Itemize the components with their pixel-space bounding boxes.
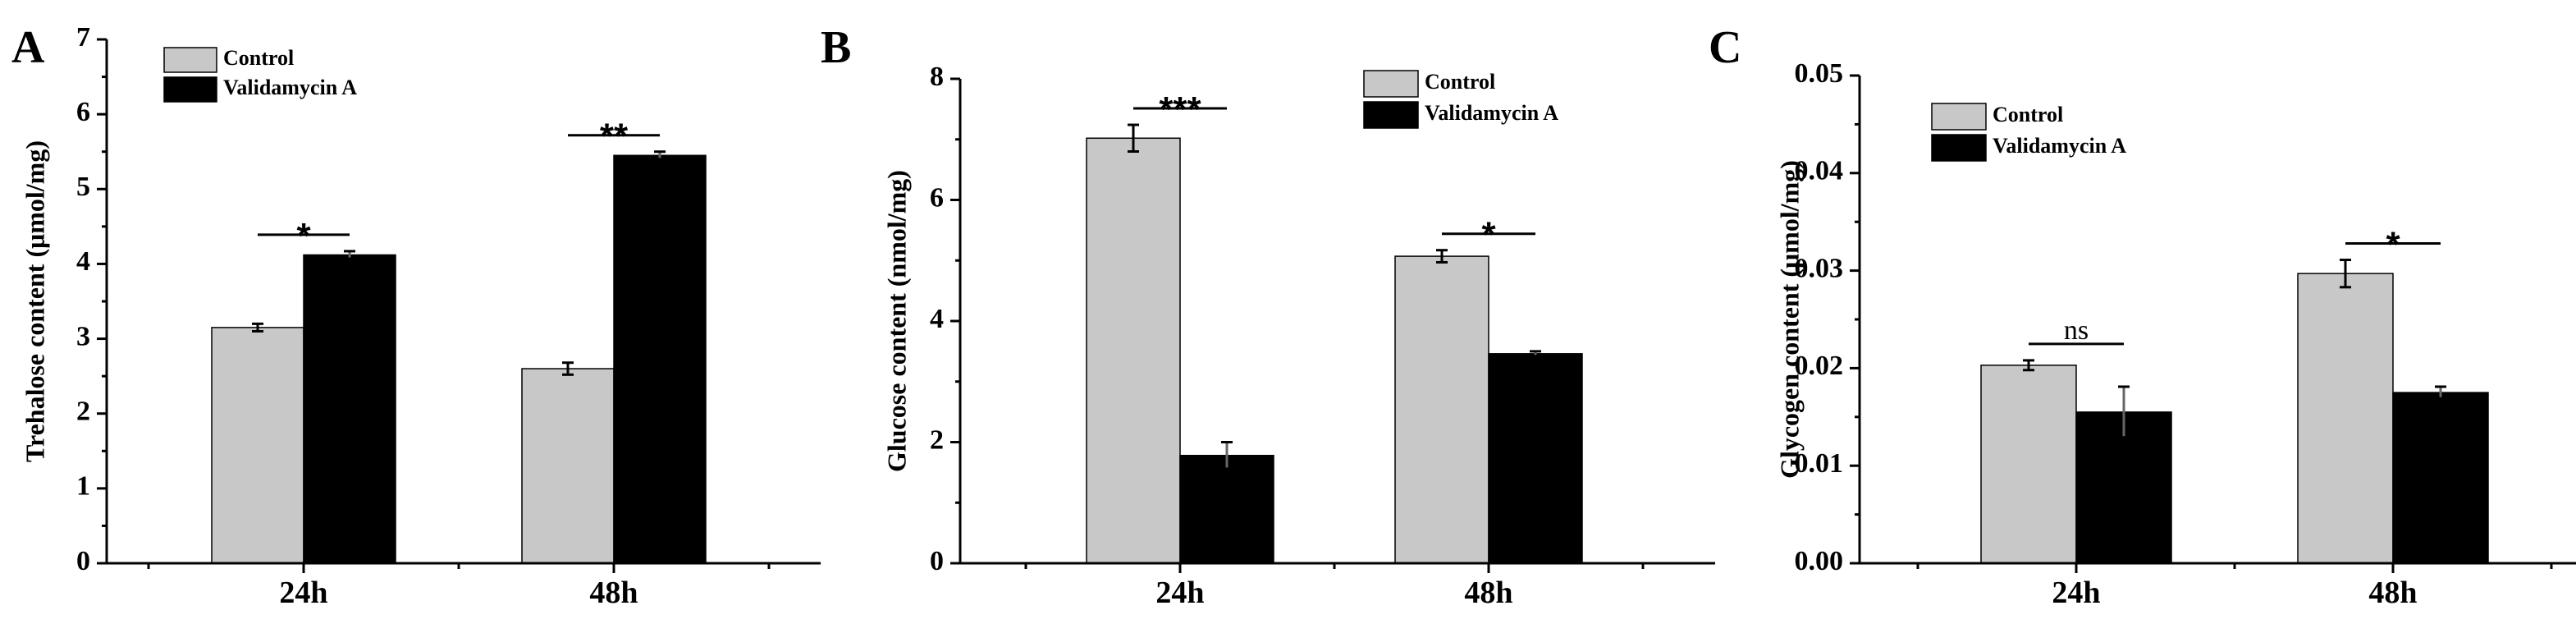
bar-control-24h [1980,365,2077,564]
y-tick-label: 6 [930,182,944,213]
y-tick-label: 0.00 [1795,546,1844,576]
y-axis-label: Trehalose content (μmol/mg) [20,140,49,462]
legend-swatch-validamycin [163,76,217,103]
legend-label: Validamycin A [1993,134,2126,158]
y-tick-label: 4 [930,304,944,334]
y-tick-label: 0 [930,546,944,576]
y-tick-label: 0.03 [1795,253,1844,283]
bar-validamycin-24h [303,254,396,564]
significance-label: * [296,216,311,256]
y-tick-label: 0.05 [1795,58,1844,89]
significance-label: ns [2064,315,2089,346]
y-tick-label: 1 [76,471,90,502]
legend-label: Control [223,46,294,70]
bar-control-24h [1086,137,1181,564]
y-tick-label: 5 [76,172,90,202]
chart-panel-c: C Glycogen content (μmol/mg) 0.00 0.01 0.02 0… [1709,22,2576,610]
legend-label: Validamycin A [223,76,357,99]
bar-validamycin-48h [2392,392,2489,564]
bar-validamycin-48h [613,154,707,564]
x-tick-label: 48h [1464,576,1512,610]
y-tick-label: 2 [930,424,944,455]
significance-label: * [2386,225,2400,265]
panel-letter: B [821,22,851,73]
bar-validamycin-24h [1179,454,1274,564]
legend-swatch-control [1931,103,1987,131]
y-tick-label: 3 [76,321,90,351]
y-tick-label: 4 [76,246,90,277]
x-tick-label: 24h [2052,576,2100,610]
y-tick-label: 0.01 [1795,448,1844,479]
legend-label: Control [1993,103,2063,126]
bar-control-48h [2297,273,2394,564]
y-tick-label: 0 [76,546,90,576]
y-axis-label: Glucose content (nmol/mg) [881,170,911,472]
bar-control-24h [211,327,304,564]
y-tick-label: 0.04 [1795,156,1844,186]
significance-label: *** [1159,89,1201,130]
x-tick-label: 48h [2368,576,2417,610]
x-tick-label: 24h [1155,576,1204,610]
legend-label: Validamycin A [1425,101,1558,125]
x-tick-label: 24h [279,576,327,610]
legend-swatch-control [163,47,217,73]
y-tick-label: 6 [76,97,90,127]
bar-control-48h [521,368,615,564]
x-tick-label: 48h [589,576,638,610]
legend-label: Control [1425,70,1495,94]
bar-control-48h [1394,255,1489,564]
legend-swatch-validamycin [1931,134,1987,162]
legend-swatch-validamycin [1363,101,1419,129]
y-tick-label: 2 [76,397,90,427]
y-tick-label: 8 [930,62,944,92]
y-axis-label: Glycogen content (μmol/mg) [1774,160,1804,479]
legend-swatch-control [1363,70,1419,98]
bar-validamycin-48h [1488,353,1583,564]
significance-label: * [1481,215,1496,255]
chart-panel-a: A Trehalose content (μmol/mg) 0 1 2 3 4 5 6 7 24h 4… [11,22,821,610]
y-tick-label: 0.02 [1795,351,1844,381]
y-tick-label: 7 [76,22,90,53]
significance-label: ** [600,117,629,157]
panel-letter: C [1709,22,1741,73]
panel-letter: A [11,22,45,73]
